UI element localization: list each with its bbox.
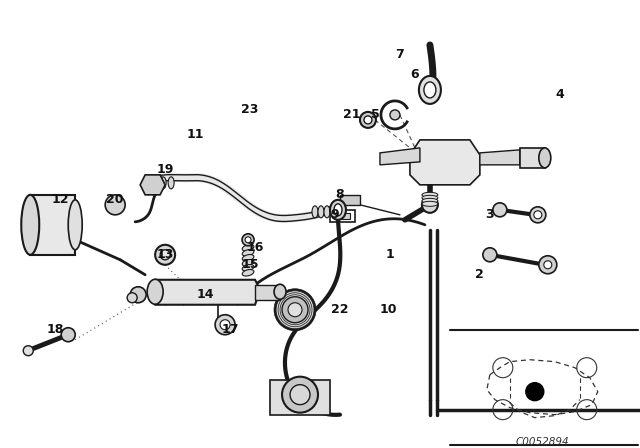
- Text: 6: 6: [411, 69, 419, 82]
- Text: 15: 15: [241, 258, 259, 271]
- Ellipse shape: [318, 206, 324, 218]
- Ellipse shape: [422, 201, 438, 207]
- Ellipse shape: [21, 195, 39, 255]
- Ellipse shape: [390, 110, 400, 120]
- Text: 5: 5: [371, 108, 380, 121]
- Circle shape: [526, 383, 544, 401]
- Ellipse shape: [242, 270, 254, 276]
- Circle shape: [245, 237, 251, 243]
- Polygon shape: [30, 195, 76, 255]
- Text: 16: 16: [246, 241, 264, 254]
- Text: 22: 22: [332, 303, 349, 316]
- Ellipse shape: [242, 259, 254, 266]
- Circle shape: [422, 197, 438, 213]
- Text: 8: 8: [335, 188, 344, 201]
- Circle shape: [23, 346, 33, 356]
- Polygon shape: [140, 175, 165, 195]
- Circle shape: [483, 248, 497, 262]
- Ellipse shape: [330, 200, 346, 220]
- Ellipse shape: [424, 82, 436, 98]
- Ellipse shape: [168, 177, 174, 189]
- Circle shape: [130, 287, 146, 303]
- Text: 7: 7: [396, 48, 404, 61]
- Polygon shape: [150, 280, 260, 305]
- Polygon shape: [480, 150, 520, 165]
- Circle shape: [105, 195, 125, 215]
- Circle shape: [534, 211, 542, 219]
- Ellipse shape: [242, 250, 254, 256]
- Circle shape: [127, 293, 137, 303]
- Text: 11: 11: [186, 129, 204, 142]
- Circle shape: [220, 320, 230, 330]
- Text: 23: 23: [241, 103, 259, 116]
- Text: 3: 3: [486, 208, 494, 221]
- Circle shape: [155, 245, 175, 265]
- Text: 10: 10: [379, 303, 397, 316]
- Polygon shape: [340, 195, 360, 205]
- Ellipse shape: [422, 198, 438, 203]
- Ellipse shape: [242, 245, 254, 251]
- Ellipse shape: [68, 200, 82, 250]
- Circle shape: [160, 250, 170, 260]
- Text: 2: 2: [476, 268, 484, 281]
- Circle shape: [61, 328, 76, 342]
- Text: 4: 4: [556, 88, 564, 101]
- Text: 13: 13: [156, 248, 174, 261]
- Circle shape: [539, 256, 557, 274]
- Text: 17: 17: [221, 323, 239, 336]
- Ellipse shape: [312, 206, 318, 218]
- Circle shape: [493, 203, 507, 217]
- Text: 14: 14: [196, 288, 214, 301]
- Ellipse shape: [152, 177, 158, 189]
- Circle shape: [530, 207, 546, 223]
- Circle shape: [282, 377, 318, 413]
- Polygon shape: [338, 213, 350, 219]
- Text: C0052894: C0052894: [516, 437, 570, 447]
- Ellipse shape: [419, 76, 441, 104]
- Polygon shape: [410, 140, 480, 185]
- Text: 1: 1: [385, 248, 394, 261]
- Circle shape: [282, 297, 308, 323]
- Polygon shape: [520, 148, 545, 168]
- Text: 21: 21: [343, 108, 361, 121]
- Ellipse shape: [334, 204, 342, 216]
- Ellipse shape: [422, 195, 438, 200]
- Ellipse shape: [324, 206, 330, 218]
- Circle shape: [290, 385, 310, 405]
- Ellipse shape: [242, 254, 254, 261]
- Text: 19: 19: [156, 164, 174, 177]
- Circle shape: [544, 261, 552, 269]
- Polygon shape: [270, 379, 330, 415]
- Polygon shape: [380, 148, 420, 165]
- Ellipse shape: [147, 279, 163, 304]
- Circle shape: [242, 234, 254, 246]
- Circle shape: [360, 112, 376, 128]
- Circle shape: [364, 116, 372, 124]
- Ellipse shape: [274, 284, 286, 299]
- Ellipse shape: [160, 177, 166, 189]
- Text: 20: 20: [106, 194, 124, 207]
- Circle shape: [275, 290, 315, 330]
- Text: 9: 9: [331, 208, 339, 221]
- Circle shape: [215, 315, 235, 335]
- Polygon shape: [255, 285, 280, 300]
- Ellipse shape: [539, 148, 551, 168]
- Text: 18: 18: [47, 323, 64, 336]
- Text: 12: 12: [51, 194, 69, 207]
- Ellipse shape: [242, 264, 254, 271]
- Circle shape: [288, 303, 302, 317]
- Ellipse shape: [422, 192, 438, 197]
